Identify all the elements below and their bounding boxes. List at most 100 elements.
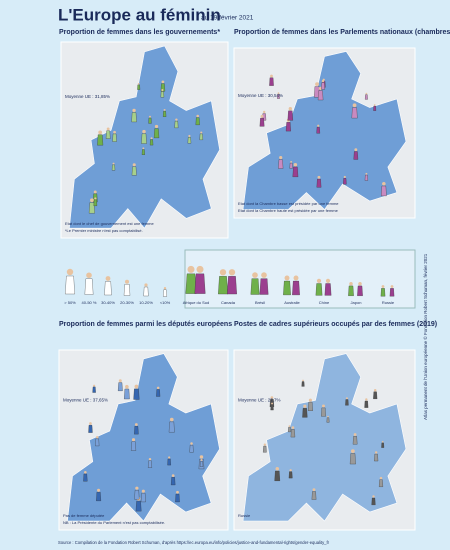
figure-head (176, 490, 179, 494)
figure-body (321, 407, 326, 417)
figure-body (292, 166, 299, 177)
figure-body (348, 285, 354, 296)
figure-body (174, 120, 179, 128)
figure-body (195, 117, 200, 126)
figure-body (285, 122, 291, 132)
figure-body (149, 139, 154, 146)
figure-body (374, 453, 379, 462)
figure-head (142, 129, 146, 134)
figure-head (374, 451, 378, 454)
figure-head (113, 130, 116, 134)
figure-head (86, 272, 92, 279)
figure-head (373, 104, 376, 106)
figure-body (140, 493, 146, 503)
figure-body (345, 399, 349, 406)
figure-body (288, 471, 293, 479)
average: Moyenne UE : 31,85% (65, 94, 110, 99)
figure-body (163, 289, 167, 297)
figure-head (365, 172, 368, 175)
figure-body (141, 133, 147, 144)
figure-body (167, 458, 171, 466)
figure-head (365, 92, 368, 95)
figure-body (270, 404, 274, 411)
panel-title: Proportion de femmes dans les Parlements… (234, 29, 450, 36)
legend-level: 20-30% (120, 300, 134, 305)
figure-head (365, 398, 368, 401)
figure-head (90, 198, 94, 203)
figure-head (352, 103, 357, 108)
figure-head (219, 269, 227, 276)
note: NB : La Présidente du Parlement n'est pa… (63, 520, 165, 525)
figure-body (153, 128, 160, 139)
figure-head (169, 417, 174, 422)
figure-body (326, 417, 330, 423)
figure-head (94, 197, 97, 200)
figure-body (111, 164, 116, 171)
figure-head (89, 422, 92, 425)
figure-head (321, 404, 326, 408)
figure-body (83, 473, 88, 482)
figure-body (134, 426, 139, 435)
figure-head (190, 442, 193, 445)
figure-head (156, 386, 160, 390)
figure-head (353, 433, 357, 436)
figure-head (263, 443, 266, 446)
figure-body (170, 477, 176, 486)
figure-body (130, 441, 137, 451)
figure-head (154, 124, 159, 129)
figure-head (277, 92, 280, 94)
figure-head (149, 115, 151, 118)
figure-body (97, 134, 104, 146)
panel-title: Postes de cadres supérieurs occupés par … (234, 321, 437, 328)
figure-body (131, 166, 137, 176)
figure-body (277, 93, 280, 99)
figure-head (381, 285, 385, 288)
figure-head (350, 449, 355, 454)
figure-body (380, 288, 386, 297)
figure-head (279, 156, 283, 160)
figure-body (315, 283, 323, 296)
note: Etat dont la Chambre haute est présidée … (238, 208, 339, 213)
figure-body (364, 94, 368, 100)
figure-body (185, 273, 197, 294)
figure-head (142, 147, 145, 150)
legend-country: Brésil (255, 300, 265, 305)
panel-title: Proportion de femmes parmi les députés e… (59, 321, 232, 328)
figure-head (171, 474, 175, 477)
figure-head (373, 388, 377, 392)
figure-body (364, 400, 369, 408)
figure-head (390, 285, 394, 288)
figure-head (345, 397, 348, 400)
figure-body (259, 117, 265, 127)
figure-head (315, 82, 319, 87)
figure-head (291, 426, 295, 430)
figure-body (301, 381, 305, 387)
figure-body (124, 388, 130, 400)
figure-head (144, 283, 148, 287)
figure-head (196, 265, 204, 273)
figure-body (316, 126, 321, 134)
figure-body (96, 492, 102, 502)
figure-head (134, 423, 138, 426)
figure-body (194, 273, 206, 294)
figure-head (95, 435, 99, 439)
figure-head (112, 162, 115, 165)
figure-head (317, 124, 320, 127)
source: Source : Compilation de la Fondation Rob… (58, 540, 330, 545)
figure-body (199, 133, 204, 140)
figure-body (135, 500, 142, 512)
figure-head (141, 489, 145, 493)
figure-body (218, 276, 228, 295)
figure-body (290, 429, 296, 438)
legend-country: Canada (221, 300, 236, 305)
figure-body (112, 133, 117, 142)
figure-head (303, 404, 307, 408)
figure-head (66, 268, 74, 276)
figure-body (84, 278, 94, 295)
figure-body (373, 105, 377, 111)
figure-body (381, 442, 385, 448)
figure-body (105, 130, 111, 139)
legend-country: Australie (284, 300, 300, 305)
